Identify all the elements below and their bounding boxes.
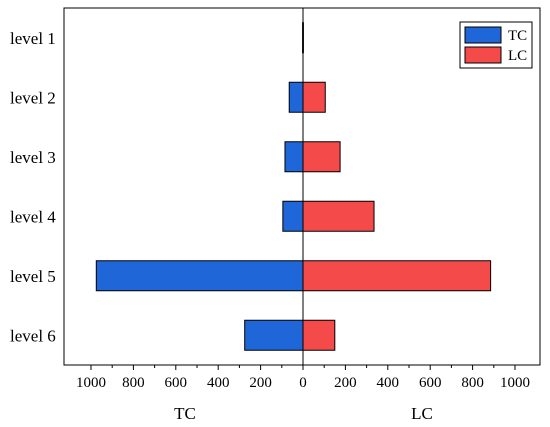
bar-lc-5 xyxy=(302,260,492,292)
legend-label-tc: TC xyxy=(508,28,527,44)
x-tick-label: 1000 xyxy=(500,375,530,391)
bar-tc-2 xyxy=(288,81,304,113)
bar-tc-5 xyxy=(95,260,304,292)
x-tick-label: 600 xyxy=(165,375,188,391)
category-label: level 2 xyxy=(10,88,56,107)
bars-group xyxy=(95,22,492,351)
category-label: level 1 xyxy=(10,29,56,48)
category-labels: level 1 level 2 level 3 level 4 level 5 level… xyxy=(10,29,56,346)
legend-label-lc: LC xyxy=(508,48,527,64)
x-tick-label: 0 xyxy=(299,375,307,391)
x-tick-label: 1000 xyxy=(76,375,106,391)
x-tick-label: 400 xyxy=(377,375,400,391)
x-tick-label: 200 xyxy=(334,375,357,391)
x-tick-label: 400 xyxy=(207,375,230,391)
bar-tc-3 xyxy=(284,141,304,173)
legend: TC LC xyxy=(459,21,533,69)
legend-swatch-lc xyxy=(464,46,502,64)
bar-tc-6 xyxy=(244,319,304,351)
bar-lc-6 xyxy=(302,319,336,351)
left-axis-label: TC xyxy=(174,404,196,423)
category-label: level 3 xyxy=(10,148,56,167)
category-label: level 6 xyxy=(10,326,56,345)
plot-area xyxy=(63,7,541,366)
x-tick-label: 800 xyxy=(122,375,145,391)
bar-lc-2 xyxy=(302,81,326,113)
legend-swatch-tc xyxy=(464,26,502,44)
x-tick-label: 800 xyxy=(461,375,484,391)
bar-lc-3 xyxy=(302,141,341,173)
bar-lc-4 xyxy=(302,200,375,232)
right-axis-label: LC xyxy=(411,404,433,423)
x-tick-label: 600 xyxy=(419,375,442,391)
category-label: level 5 xyxy=(10,267,56,286)
bar-tc-4 xyxy=(282,200,304,232)
x-tick-label: 200 xyxy=(249,375,272,391)
category-label: level 4 xyxy=(10,207,56,226)
x-axis-ticks: 1000 800 600 400 200 0 200 400 600 800 1000 xyxy=(76,365,530,391)
